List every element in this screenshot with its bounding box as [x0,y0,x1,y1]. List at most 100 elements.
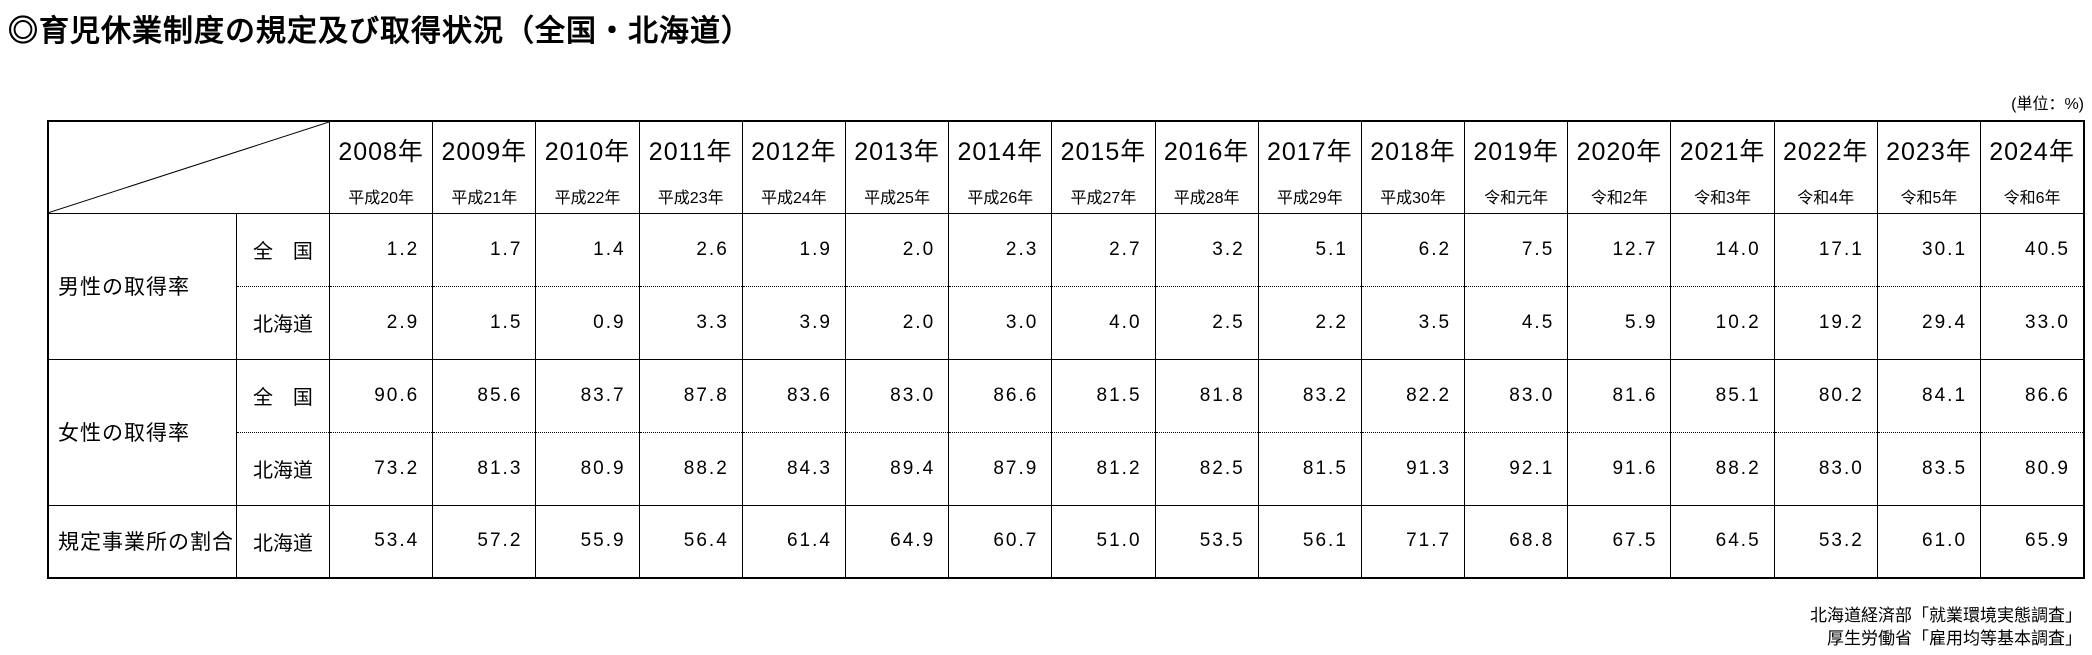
year-era-label: 平成28年 [1173,190,1240,207]
childcare-leave-table: 2008年 平成20年 2009年 平成21年 2010年 平成22年 2011年 平成23年… [47,120,2085,579]
value-cell: 88.2 [639,432,743,506]
value-cell: 73.2 [329,432,434,506]
value-cell: 85.6 [432,359,537,433]
value-cell: 81.5 [1051,359,1156,433]
value-cell: 83.5 [1877,432,1982,506]
table-container: 2008年 平成20年 2009年 平成21年 2010年 平成22年 2011年 平成23年… [47,120,2085,579]
year-header-cell: 2020年令和2年 [1567,121,1672,214]
value-cell: 83.7 [535,359,640,433]
row-region-label: 北海道 [236,432,331,506]
year-era-label: 平成22年 [554,190,621,207]
value-cell: 2.0 [845,286,950,360]
value-cell: 90.6 [329,359,434,433]
year-era-label: 平成23年 [657,190,724,207]
year-era-label: 令和4年 [1797,190,1855,207]
value-cell: 2.2 [1258,286,1362,360]
row-group-label: 男性の取得率 [48,213,237,360]
row-region-label: 北海道 [236,286,331,360]
year-western-label: 2023年 [1886,138,1972,166]
value-cell: 3.5 [1361,286,1466,360]
value-cell: 1.9 [742,213,846,287]
value-cell: 82.5 [1155,432,1259,506]
value-cell: 88.2 [1670,432,1775,506]
value-cell: 81.6 [1567,359,1672,433]
year-western-label: 2015年 [1060,138,1147,166]
value-cell: 84.1 [1877,359,1982,433]
value-cell: 2.9 [329,286,434,360]
value-cell: 57.2 [432,505,537,579]
value-cell: 83.0 [1464,359,1569,433]
value-cell: 71.7 [1361,505,1466,579]
value-cell: 2.0 [845,213,950,287]
value-cell: 1.5 [432,286,537,360]
value-cell: 87.9 [948,432,1053,506]
year-western-label: 2024年 [1989,138,2075,166]
value-cell: 12.7 [1567,213,1672,287]
table-corner-cell [48,121,331,214]
year-era-label: 平成25年 [864,190,930,207]
value-cell: 56.4 [639,505,743,579]
value-cell: 2.7 [1051,213,1156,287]
value-cell: 80.2 [1774,359,1878,433]
value-cell: 83.0 [1774,432,1878,506]
value-cell: 33.0 [1980,286,2085,360]
value-cell: 3.9 [742,286,846,360]
value-cell: 81.2 [1051,432,1156,506]
value-cell: 29.4 [1877,286,1982,360]
value-cell: 82.2 [1361,359,1466,433]
year-era-label: 令和2年 [1590,190,1648,207]
value-cell: 53.2 [1774,505,1878,579]
value-cell: 80.9 [535,432,640,506]
value-cell: 3.3 [639,286,743,360]
value-cell: 60.7 [948,505,1053,579]
value-cell: 91.6 [1567,432,1672,506]
value-cell: 85.1 [1670,359,1775,433]
value-cell: 17.1 [1774,213,1878,287]
value-cell: 55.9 [535,505,640,579]
year-era-label: 平成27年 [1070,190,1137,207]
source-notes: 北海道経済部「就業環境実態調査」 厚生労働省「雇用均等基本調査」 [1810,604,2082,650]
value-cell: 6.2 [1361,213,1466,287]
year-era-label: 平成29年 [1276,190,1343,207]
year-header-cell: 2017年平成29年 [1258,121,1362,214]
year-header-cell: 2023年 令和5年 [1877,121,1982,214]
year-header-cell: 2008年平成20年 [329,121,434,214]
year-western-label: 2012年 [751,138,837,166]
value-cell: 92.1 [1464,432,1569,506]
value-cell: 4.5 [1464,286,1569,360]
value-cell: 64.5 [1670,505,1775,579]
value-cell: 56.1 [1258,505,1362,579]
year-western-label: 2017年 [1267,138,1353,166]
value-cell: 81.8 [1155,359,1259,433]
year-western-label: 2021年 [1679,138,1766,166]
value-cell: 87.8 [639,359,743,433]
year-western-label: 2009年 [441,138,528,166]
value-cell: 5.9 [1567,286,1672,360]
value-cell: 81.5 [1258,432,1362,506]
year-era-label: 令和3年 [1694,190,1752,207]
value-cell: 3.0 [948,286,1053,360]
year-header-cell: 2014年 平成26年 [948,121,1053,214]
value-cell: 10.2 [1670,286,1775,360]
unit-label: (単位：%) [2011,96,2084,113]
value-cell: 2.6 [639,213,743,287]
value-cell: 86.6 [948,359,1053,433]
row-region-label: 全 国 [236,359,331,433]
value-cell: 61.4 [742,505,846,579]
value-cell: 89.4 [845,432,950,506]
year-era-label: 平成20年 [348,190,415,207]
year-western-label: 2020年 [1576,138,1663,166]
year-era-label: 令和6年 [2003,190,2061,207]
value-cell: 83.0 [845,359,950,433]
year-era-label: 平成30年 [1380,190,1446,207]
year-header-cell: 2018年 平成30年 [1361,121,1466,214]
value-cell: 40.5 [1980,213,2085,287]
diagonal-line [49,122,329,213]
value-cell: 86.6 [1980,359,2085,433]
row-group-label: 女性の取得率 [48,359,237,506]
value-cell: 30.1 [1877,213,1982,287]
value-cell: 64.9 [845,505,950,579]
value-cell: 5.1 [1258,213,1362,287]
year-western-label: 2008年 [338,138,424,166]
year-header-cell: 2010年 平成22年 [535,121,640,214]
